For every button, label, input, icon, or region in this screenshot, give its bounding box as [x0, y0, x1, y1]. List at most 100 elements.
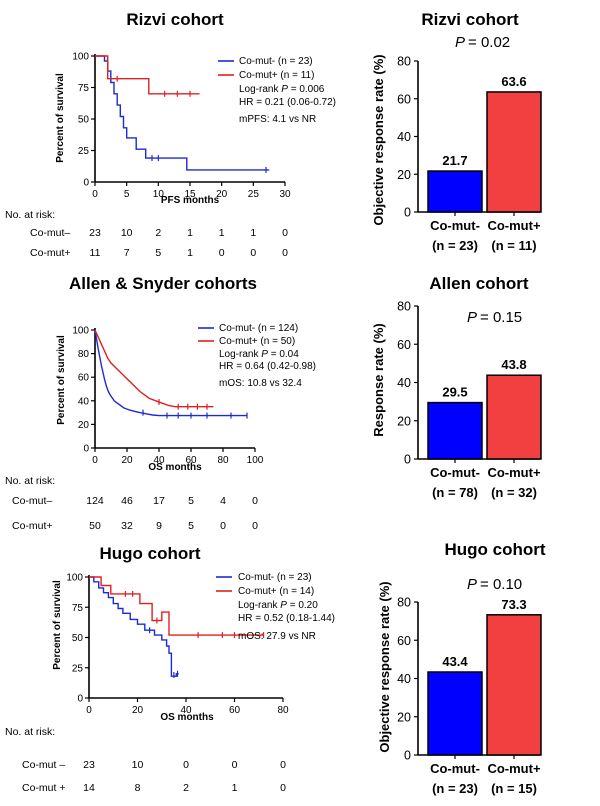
- y-tick-label: 0: [404, 453, 411, 467]
- risk-table-hugo: 23 10 0 0 014 8 2 1 0: [83, 759, 286, 794]
- km-xlabel-allen-snyder: OS months: [148, 462, 202, 473]
- risk-value: 17: [153, 495, 165, 507]
- x-n-label: (n = 78): [432, 485, 478, 500]
- risk-value: 0: [252, 495, 258, 507]
- bar-comut-neg: [427, 671, 483, 756]
- y-tick-label: 20: [78, 420, 90, 431]
- bar-ylabel-rizvi: Objective response rate (%): [371, 54, 386, 225]
- annotation-hr: HR = 0.21 (0.06-0.72): [239, 97, 336, 108]
- risk-value: 9: [156, 520, 162, 532]
- y-tick-label: 60: [397, 634, 411, 648]
- x-n-label: (n = 32): [491, 485, 537, 500]
- bar-pvalue-allen: P = 0.15: [467, 309, 522, 326]
- x-tick-label: 10: [153, 189, 165, 200]
- x-tick-label: 20: [132, 705, 144, 716]
- risk-value: 5: [188, 520, 194, 532]
- risk-label-comut-pos: Co-mut+: [12, 520, 53, 532]
- x-tick-label: 40: [180, 705, 192, 716]
- x-tick-label: 0: [92, 189, 98, 200]
- bar-plot-rizvi: 0 20 40 60 80 21.7 Co-mut- (n = 23) 63.6 Co-mut+ (…: [397, 55, 542, 253]
- km-panel-rizvi: Rizvi cohort Percent of survival 0255075…: [5, 10, 336, 259]
- risk-value: 10: [132, 759, 144, 771]
- risk-label-comut-pos: Co-mut +: [22, 782, 65, 794]
- annotation-hr: HR = 0.52 (0.18-1.44): [238, 613, 335, 624]
- y-tick-label: 20: [397, 710, 411, 724]
- risk-value: 23: [89, 227, 101, 239]
- legend-label-comut-neg: Co-mut- (n = 23): [238, 572, 312, 583]
- legend-label-comut-pos: Co-mut+ (n = 14): [238, 586, 314, 597]
- risk-label-comut-neg: Co-mut –: [22, 759, 65, 771]
- x-tick-label: 15: [184, 189, 196, 200]
- km-title-rizvi: Rizvi cohort: [126, 10, 224, 29]
- km-panel-allen-snyder: Allen & Snyder cohorts Percent of surviv…: [5, 274, 316, 532]
- risk-value: 0: [280, 759, 286, 771]
- km-plot-allen-snyder: 0 20 40 60 80 100 0 20 40 60 80 100: [72, 326, 263, 467]
- bar-title-hugo: Hugo cohort: [444, 540, 545, 559]
- annotation-median: mOS: 27.9 vs NR: [238, 631, 316, 642]
- bar-value-label: 63.6: [501, 74, 526, 89]
- risk-title-allen-snyder: No. at risk:: [5, 475, 55, 487]
- bar-ylabel-hugo: Objective response rate (%): [377, 581, 392, 752]
- risk-value: 1: [219, 227, 225, 239]
- annotation-logrank: Log-rank P = 0.006: [239, 84, 325, 95]
- y-tick-label: 0: [77, 694, 83, 705]
- annotation-logrank: Log-rank P = 0.04: [219, 349, 299, 360]
- risk-value: 0: [280, 782, 286, 794]
- x-tick-label: 0: [92, 455, 98, 466]
- risk-value: 8: [135, 782, 141, 794]
- y-tick-label: 80: [78, 349, 90, 360]
- legend-label-comut-neg: Co-mut- (n = 124): [219, 323, 298, 334]
- bar-comut-pos: [486, 374, 542, 460]
- risk-value: 0: [219, 247, 225, 259]
- risk-value: 0: [250, 247, 256, 259]
- x-tick-label: 80: [217, 455, 229, 466]
- bar-comut-neg: [427, 170, 483, 213]
- risk-value: 10: [121, 227, 133, 239]
- annotation-hr: HR = 0.64 (0.42-0.98): [219, 361, 316, 372]
- y-tick-label: 0: [404, 749, 411, 763]
- bar-value-label: 43.8: [501, 357, 526, 372]
- y-tick-label: 50: [78, 115, 90, 126]
- risk-value: 4: [220, 495, 226, 507]
- km-legend-allen-snyder: Co-mut- (n = 124) Co-mut+ (n = 50) Log-r…: [198, 323, 316, 389]
- y-tick-label: 0: [83, 444, 89, 455]
- y-tick-label: 40: [78, 396, 90, 407]
- y-tick-label: 0: [83, 178, 89, 189]
- risk-table-rizvi: 23 10 2 1 1 1 011 7 5 1 0 0 0: [89, 227, 288, 259]
- y-tick-label: 80: [397, 300, 411, 314]
- x-category-label: Co-mut-: [430, 218, 480, 233]
- x-tick-label: 20: [121, 455, 133, 466]
- km-xlabel-hugo: OS months: [160, 712, 214, 723]
- risk-value: 11: [90, 247, 101, 259]
- bar-pvalue-rizvi: P = 0.02: [455, 34, 510, 51]
- bar-panel-rizvi: Rizvi cohort P = 0.02 Objective response …: [371, 10, 542, 253]
- km-panel-hugo: Hugo cohort Percent of survival 0 25 50 75 1…: [5, 544, 335, 794]
- risk-value: 2: [183, 782, 189, 794]
- y-tick-label: 40: [397, 130, 411, 144]
- risk-table-allen-snyder: 124 46 17 5 4 050 32 9 5 0 0: [86, 495, 258, 532]
- risk-value: 50: [89, 520, 101, 532]
- risk-value: 5: [188, 495, 194, 507]
- km-legend-rizvi: Co-mut- (n = 23) Co-mut+ (n = 11) Log-ra…: [218, 56, 336, 125]
- risk-value: 0: [183, 759, 189, 771]
- km-ylabel-allen-snyder: Percent of survival: [56, 335, 67, 425]
- y-tick-label: 60: [78, 373, 90, 384]
- bar-comut-pos: [486, 91, 542, 213]
- bar-plot-hugo: 0 20 40 60 80 43.4 Co-mut- (n = 23) 73.3 Co-mut+ (…: [397, 596, 542, 796]
- km-legend-hugo: Co-mut- (n = 23) Co-mut+ (n = 14) Log-ra…: [216, 572, 335, 642]
- annotation-logrank: Log-rank P = 0.20: [238, 600, 318, 611]
- y-tick-label: 25: [72, 663, 84, 674]
- y-tick-label: 20: [397, 168, 411, 182]
- risk-label-comut-pos: Co-mut+: [30, 247, 71, 259]
- x-tick-label: 0: [86, 705, 92, 716]
- bar-ylabel-allen: Response rate (%): [371, 323, 386, 436]
- risk-value: 7: [124, 247, 130, 259]
- y-tick-label: 80: [397, 55, 411, 69]
- risk-value: 124: [86, 495, 104, 507]
- risk-label-comut-neg: Co-mut–: [30, 227, 70, 239]
- risk-value: 46: [121, 495, 133, 507]
- x-category-label: Co-mut+: [487, 218, 540, 233]
- risk-title-hugo: No. at risk:: [5, 726, 55, 738]
- bar-value-label: 73.3: [501, 597, 526, 612]
